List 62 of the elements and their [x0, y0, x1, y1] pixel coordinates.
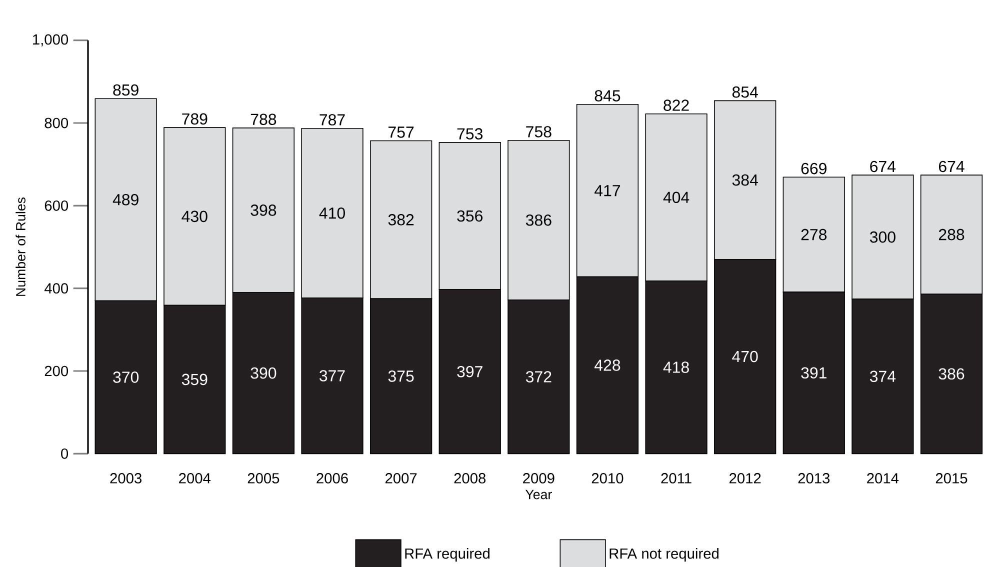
y-tick-label: 400 — [44, 283, 68, 294]
data-label: 390 — [250, 367, 276, 379]
data-label: 404 — [663, 192, 690, 204]
total-label: 674 — [870, 160, 896, 172]
data-label: 430 — [182, 210, 208, 222]
x-tick-label: 2006 — [316, 473, 348, 484]
total-label: 788 — [250, 114, 276, 126]
data-label: 375 — [388, 370, 414, 382]
x-tick-label: 2013 — [798, 473, 830, 484]
x-tick-label: 2005 — [248, 473, 280, 484]
data-label: 370 — [113, 372, 139, 383]
data-label: 398 — [250, 204, 276, 216]
total-label: 758 — [526, 126, 552, 138]
y-axis-title: Number of Rules — [16, 197, 26, 296]
total-label: 822 — [664, 100, 689, 111]
total-label: 845 — [594, 90, 620, 102]
x-tick-label: 2008 — [454, 473, 486, 484]
x-tick-label: 2003 — [110, 473, 142, 484]
x-tick-label: 2009 — [523, 473, 554, 484]
data-label: 410 — [319, 207, 345, 219]
y-tick-label: 800 — [44, 118, 68, 128]
data-label: 428 — [594, 360, 620, 371]
x-tick-label: 2012 — [730, 473, 761, 484]
total-label: 753 — [457, 128, 483, 140]
data-label: 382 — [388, 214, 414, 226]
data-label: 418 — [663, 362, 689, 373]
x-tick-label: 2014 — [867, 473, 899, 484]
data-label: 288 — [938, 228, 964, 240]
legend-label: RFA required — [405, 548, 490, 562]
data-label: 386 — [938, 368, 964, 380]
data-label: 359 — [182, 374, 208, 386]
x-tick-label: 2004 — [179, 473, 211, 484]
total-label: 854 — [732, 86, 758, 98]
data-label: 391 — [801, 367, 826, 379]
data-label: 372 — [526, 371, 552, 382]
total-label: 669 — [801, 162, 826, 174]
y-tick-label: 600 — [44, 200, 68, 211]
data-label: 384 — [732, 174, 758, 186]
data-label: 374 — [870, 370, 896, 382]
data-label: 386 — [526, 214, 552, 226]
x-tick-label: 2011 — [661, 473, 692, 484]
x-tick-label: 2015 — [936, 473, 968, 484]
total-label: 859 — [113, 84, 138, 96]
data-label: 417 — [594, 185, 620, 196]
data-label: 356 — [457, 210, 483, 222]
data-label: 397 — [457, 366, 482, 378]
data-label: 470 — [732, 350, 758, 362]
data-label: 489 — [112, 194, 138, 206]
x-axis-title: Year — [525, 490, 552, 500]
data-label: 278 — [801, 228, 827, 240]
y-tick-label: 0 — [61, 448, 68, 459]
y-tick-label: 1,000 — [33, 34, 68, 46]
y-tick-label: 200 — [44, 366, 68, 376]
x-tick-label: 2007 — [385, 473, 417, 484]
x-tick-label: 2010 — [592, 473, 624, 484]
total-label: 787 — [320, 114, 345, 126]
data-label: 300 — [870, 231, 896, 243]
total-label: 674 — [938, 160, 964, 172]
total-label: 789 — [182, 113, 208, 125]
data-label: 377 — [320, 370, 345, 382]
total-label: 757 — [388, 126, 414, 138]
legend-label: RFA not required — [610, 548, 718, 562]
